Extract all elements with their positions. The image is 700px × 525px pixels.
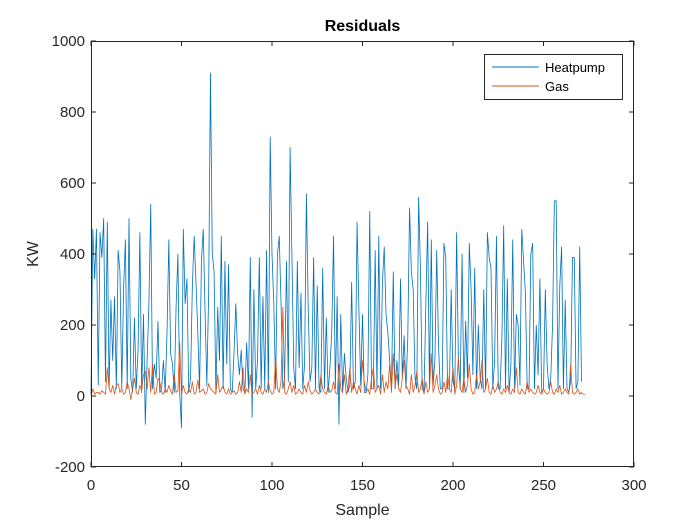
y-axis: -200 0 200 400 600 800 1000 <box>52 33 634 476</box>
legend: Heatpump Gas <box>484 54 623 100</box>
x-axis-label: Sample <box>335 502 389 519</box>
legend-label-heatpump: Heatpump <box>545 60 605 75</box>
y-tick-label: 1000 <box>52 33 85 50</box>
y-tick-label: 600 <box>60 175 85 192</box>
y-axis-label: KW <box>25 240 42 267</box>
y-tick-label: 400 <box>60 246 85 263</box>
y-tick-label: 800 <box>60 104 85 121</box>
x-tick-label: 300 <box>621 477 646 494</box>
x-tick-label: 0 <box>87 477 95 494</box>
x-tick-label: 200 <box>440 477 465 494</box>
x-tick-label: 100 <box>259 477 284 494</box>
series-line-gas <box>90 306 586 400</box>
y-tick-label: -200 <box>55 459 85 476</box>
legend-label-gas: Gas <box>545 79 569 94</box>
y-tick-label: 200 <box>60 317 85 334</box>
x-tick-label: 50 <box>173 477 190 494</box>
plot-area <box>91 41 634 467</box>
y-tick-label: 0 <box>77 388 85 405</box>
x-tick-label: 250 <box>531 477 556 494</box>
chart-title: Residuals <box>325 18 401 35</box>
legend-box <box>484 54 623 100</box>
series-layer <box>90 72 586 429</box>
x-tick-label: 150 <box>350 477 375 494</box>
x-axis: 0 50 100 150 200 250 300 <box>87 41 647 494</box>
